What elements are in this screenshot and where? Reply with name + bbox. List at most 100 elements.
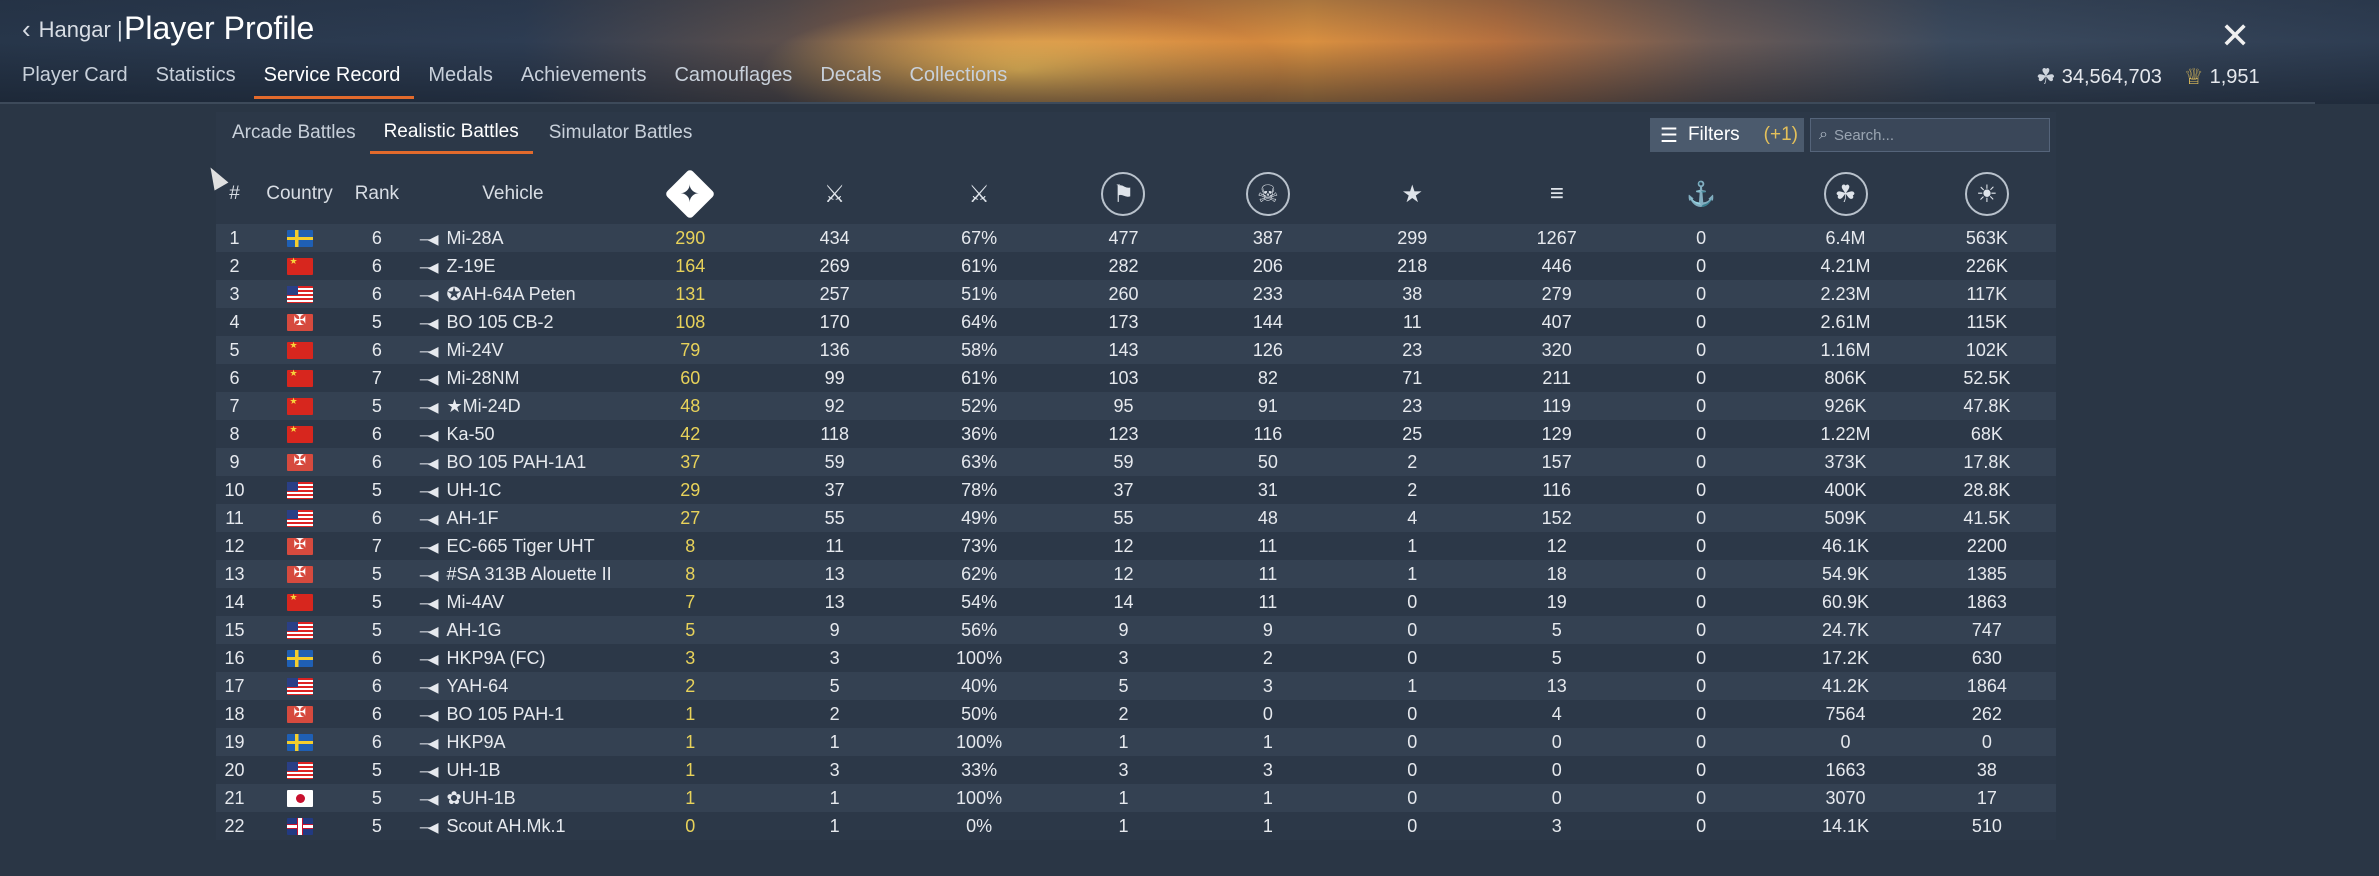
ground-kills-icon: ✦ xyxy=(664,168,716,220)
tab-simulator-battles[interactable]: Simulator Battles xyxy=(548,122,693,143)
naval-kills-cell: 5 xyxy=(1551,619,1562,640)
table-row[interactable]: 135─◀#SA 313B Alouette II81362%121111805… xyxy=(216,560,2056,588)
col-air-kills[interactable]: ★ xyxy=(1340,164,1484,224)
helicopter-icon: ─◀ xyxy=(419,762,439,779)
table-row[interactable]: 9 6 ─◀ BO 105 PAH-1A1 37 59 63% 59 50 2 157 0 373K 17… xyxy=(216,448,2056,476)
table-row[interactable]: 7 5 ─◀ ★Mi-24D 48 92 52% 95 91 23 119 0 926K 47.8K xyxy=(216,392,2056,420)
battles-cell: 170 xyxy=(819,311,850,332)
vehicle-cell[interactable]: ─◀ Z-19E xyxy=(408,252,618,280)
table-row[interactable]: 19 6 ─◀ HKP9A 1 1 100% 1 1 0 0 0 0 0 xyxy=(216,728,2056,756)
col-naval-kills[interactable]: ≡ xyxy=(1485,164,1629,224)
respawns-cell: 12 xyxy=(1113,563,1134,584)
vehicle-cell[interactable]: ─◀ ✿UH-1B xyxy=(408,784,618,812)
table-row[interactable]: 17 6 ─◀ YAH-64 2 5 40% 5 3 1 13 0 41.2K 1864 xyxy=(216,672,2056,700)
vehicle-cell[interactable]: ─◀ AH-1F xyxy=(408,504,618,532)
vehicle-name: AH-1F xyxy=(446,507,499,528)
table-row[interactable]: 22 5 ─◀ Scout AH.Mk.1 0 1 0% 1 1 0 3 0 14.1K 510 xyxy=(216,812,2056,840)
col-research-points[interactable]: ☀ xyxy=(1918,164,2056,224)
search-box[interactable]: ⌕ xyxy=(1810,118,2050,152)
col-deaths[interactable]: ☠ xyxy=(1196,164,1340,224)
vehicle-cell[interactable]: ─◀ Mi-28NM xyxy=(408,364,618,392)
vehicle-cell[interactable]: ─◀ UH-1B xyxy=(408,756,618,784)
naval-kills-cell: 157 xyxy=(1541,451,1572,472)
col-ground-kills[interactable]: ✦ xyxy=(618,164,762,224)
ship-kills-cell: 0 xyxy=(1696,479,1707,500)
vehicle-cell[interactable]: ─◀ YAH-64 xyxy=(408,672,618,700)
vehicle-cell[interactable]: ─◀ ★Mi-24D xyxy=(408,392,618,420)
table-row[interactable]: 20 5 ─◀ UH-1B 1 3 33% 3 3 0 0 0 1663 38 xyxy=(216,756,2056,784)
ground-kills-cell: 108 xyxy=(675,311,706,332)
col-country[interactable]: Country xyxy=(266,183,333,204)
col-rank[interactable]: Rank xyxy=(354,183,400,204)
filters-button[interactable]: ☰ Filters (+1) xyxy=(1650,118,1804,152)
table-row[interactable]: 16 6 ─◀ HKP9A (FC) 3 3 100% 3 2 0 5 0 17.2K 630 xyxy=(216,644,2056,672)
rank-cell: 6 xyxy=(371,339,382,360)
vehicle-cell[interactable]: ─◀ UH-1C xyxy=(408,476,618,504)
col-respawns[interactable]: ⚑ xyxy=(1051,164,1195,224)
table-row[interactable]: 11 6 ─◀ AH-1F 27 55 49% 55 48 4 152 0 509K 41.5K xyxy=(216,504,2056,532)
table-row[interactable]: 14 5 ─◀ Mi-4AV 7 13 54% 14 11 0 19 0 60.9K 1863 xyxy=(216,588,2056,616)
rank-cell: 6 xyxy=(371,227,382,248)
helicopter-icon: ─◀ xyxy=(419,230,439,247)
research-points-cell: 226K xyxy=(1965,255,2008,276)
col-ship-kills[interactable]: ⚓ xyxy=(1629,164,1773,224)
search-input[interactable] xyxy=(1831,125,2036,145)
tab-statistics[interactable]: Statistics xyxy=(155,64,236,86)
vehicle-cell[interactable]: ─◀ BO 105 PAH-1A1 xyxy=(408,448,618,476)
table-row[interactable]: 18 6 ─◀ BO 105 PAH-1 1 2 50% 2 0 0 4 0 7564 262 xyxy=(216,700,2056,728)
table-row[interactable]: 8 6 ─◀ Ka-50 42 118 36% 123 116 25 129 0 1.22M 68K xyxy=(216,420,2056,448)
vehicle-cell[interactable]: ─◀ HKP9A xyxy=(408,728,618,756)
table-row[interactable]: 1 6 ─◀ Mi-28A 290 434 67% 477 387 299 1267 0 6.4M 563… xyxy=(216,224,2056,252)
tab-service-record[interactable]: Service Record xyxy=(253,64,415,99)
col-silver-lions[interactable]: ☘ xyxy=(1773,164,1917,224)
naval-kills-cell: 19 xyxy=(1546,591,1567,612)
helicopter-icon: ─◀ xyxy=(419,818,439,835)
deaths-cell: 1 xyxy=(1262,815,1273,836)
row-number: 16 xyxy=(224,647,245,668)
row-number: 18 xyxy=(224,703,245,724)
table-row[interactable]: 3 6 ─◀ ✪AH-64A Peten 131 257 51% 260 233 38 279 0 2.… xyxy=(216,280,2056,308)
col-vehicle[interactable]: Vehicle xyxy=(482,183,544,204)
table-row[interactable]: 127─◀EC-665 Tiger UHT81173%1211112046.1K… xyxy=(216,532,2056,560)
vehicle-cell[interactable]: ─◀ #SA 313B Alouette II xyxy=(408,560,618,588)
respawns-cell: 5 xyxy=(1118,675,1129,696)
tab-achievements[interactable]: Achievements xyxy=(520,64,647,86)
tab-player-card[interactable]: Player Card xyxy=(22,64,128,86)
col-win-rate[interactable]: ⚔ xyxy=(907,164,1051,224)
table-row[interactable]: 5 6 ─◀ Mi-24V 79 136 58% 143 126 23 320 0 1.16M 102K xyxy=(216,336,2056,364)
vehicle-cell[interactable]: ─◀ EC-665 Tiger UHT xyxy=(408,532,618,560)
table-row[interactable]: 2 6 ─◀ Z-19E 164 269 61% 282 206 218 446 0 4.21M 226K xyxy=(216,252,2056,280)
air-kills-cell: 0 xyxy=(1407,591,1418,612)
tab-realistic-battles[interactable]: Realistic Battles xyxy=(369,115,533,154)
flag-china-icon xyxy=(286,396,313,416)
vehicle-cell[interactable]: ─◀ HKP9A (FC) xyxy=(408,644,618,672)
table-row[interactable]: 15 5 ─◀ AH-1G 5 9 56% 9 9 0 5 0 24.7K 747 xyxy=(216,616,2056,644)
tab-camouflages[interactable]: Camouflages xyxy=(674,64,793,86)
vehicle-cell[interactable]: ─◀ Ka-50 xyxy=(408,420,618,448)
tab-medals[interactable]: Medals xyxy=(428,64,493,86)
table-row[interactable]: 10 5 ─◀ UH-1C 29 37 78% 37 31 2 116 0 400K 28.8K xyxy=(216,476,2056,504)
helicopter-icon: ─◀ xyxy=(419,258,439,275)
respawns-cell: 14 xyxy=(1113,591,1134,612)
vehicle-cell[interactable]: ─◀ AH-1G xyxy=(408,616,618,644)
vehicle-cell[interactable]: ─◀ Scout AH.Mk.1 xyxy=(408,812,618,840)
tab-arcade-battles[interactable]: Arcade Battles xyxy=(232,122,356,143)
col-battles[interactable]: ⚔ xyxy=(762,164,906,224)
tab-decals[interactable]: Decals xyxy=(820,64,882,86)
vehicle-cell[interactable]: ─◀ Mi-4AV xyxy=(408,588,618,616)
back-to-hangar-button[interactable]: ‹ Hangar | xyxy=(22,14,123,45)
vehicle-cell[interactable]: ─◀ Mi-24V xyxy=(408,336,618,364)
col-number[interactable]: # xyxy=(229,183,240,204)
table-row[interactable]: 21 5 ─◀ ✿UH-1B 1 1 100% 1 1 0 0 0 3070 17 xyxy=(216,784,2056,812)
vehicle-cell[interactable]: ─◀ BO 105 PAH-1 xyxy=(408,700,618,728)
ship-kills-cell: 0 xyxy=(1696,451,1707,472)
vehicle-cell[interactable]: ─◀ ✪AH-64A Peten xyxy=(408,280,618,308)
table-row[interactable]: 6 7 ─◀ Mi-28NM 60 99 61% 103 82 71 211 0 806K 52.5K xyxy=(216,364,2056,392)
table-row[interactable]: 4 5 ─◀ BO 105 CB-2 108 170 64% 173 144 11 407 0 2.61… xyxy=(216,308,2056,336)
vehicle-cell[interactable]: ─◀ Mi-28A xyxy=(408,224,618,252)
tab-collections[interactable]: Collections xyxy=(909,64,1008,86)
win-rate-cell: 100% xyxy=(956,787,1003,808)
vehicle-cell[interactable]: ─◀ BO 105 CB-2 xyxy=(408,308,618,336)
close-icon[interactable]: ✕ xyxy=(2220,15,2251,56)
naval-kills-cell: 211 xyxy=(1542,367,1572,388)
